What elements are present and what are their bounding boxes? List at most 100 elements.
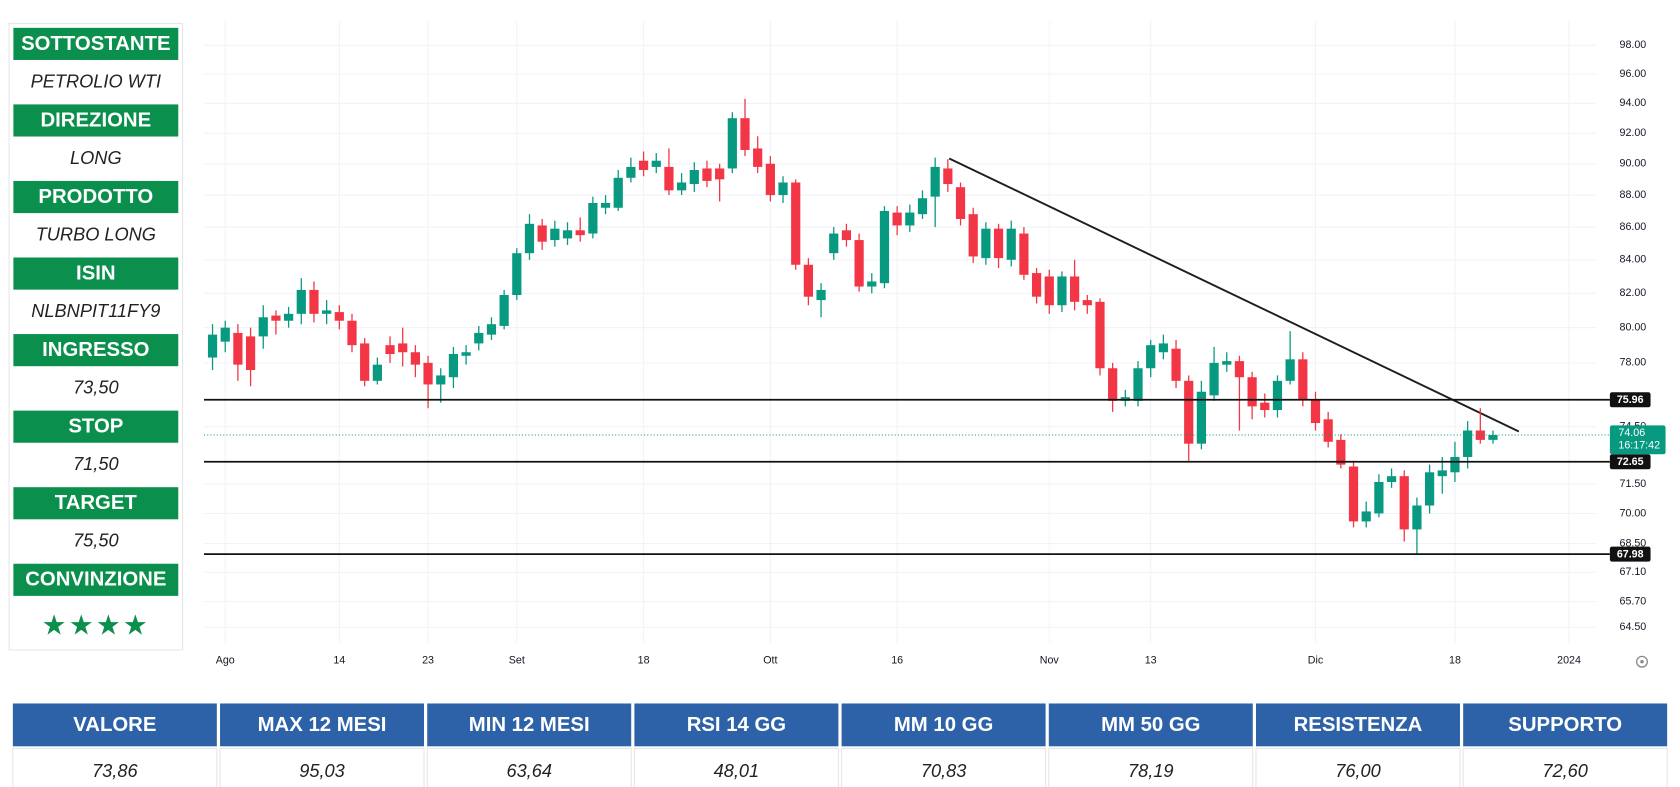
y-tick-label: 90.00 [1620, 158, 1647, 170]
panel-stars: ★★★★ [42, 609, 150, 640]
table-header: RESISTENZA [1294, 714, 1423, 736]
price-line-label-box [1609, 454, 1651, 470]
table-value: 78,19 [1128, 761, 1174, 781]
table-header: MM 50 GG [1101, 714, 1200, 736]
candle-body [562, 230, 573, 239]
table-cell-box [12, 747, 218, 787]
candle-body [651, 160, 661, 167]
table-cell-box [1255, 747, 1461, 787]
candle-body [689, 170, 699, 185]
price-line-label: 67.98 [1617, 549, 1644, 561]
candle-body [1222, 361, 1232, 365]
candle-body [334, 312, 344, 321]
candle-body [943, 168, 953, 185]
candle-body [981, 228, 991, 259]
panel-value: 75,50 [73, 531, 119, 551]
candle-body [1057, 276, 1067, 306]
settings-icon[interactable] [1635, 655, 1648, 668]
candle-body [1196, 391, 1207, 444]
y-tick-label: 64.50 [1620, 621, 1647, 633]
candle-body [892, 212, 902, 226]
panel-header: INGRESSO [42, 339, 149, 361]
y-tick-label: 86.00 [1620, 221, 1647, 233]
candle-body [677, 182, 687, 191]
table-header-box [220, 703, 425, 747]
candle-body [474, 332, 484, 344]
panel-header-box [13, 104, 179, 137]
price-line-label-box [1609, 546, 1651, 562]
table-header-box [427, 703, 632, 747]
candle-body [284, 313, 294, 321]
candle-body [740, 118, 750, 150]
table-header-box [12, 703, 217, 747]
candle-body [1082, 300, 1092, 306]
candle-body [448, 353, 459, 378]
candle-body [1437, 470, 1447, 477]
candle-body [486, 324, 497, 335]
x-tick-label: Dic [1308, 654, 1324, 666]
candle-body [436, 375, 446, 385]
y-tick-label: 84.00 [1620, 254, 1647, 266]
candle-body [1171, 348, 1181, 381]
table-value: 48,01 [714, 761, 760, 781]
candle-body [930, 166, 940, 197]
price-line-label: 75.96 [1617, 394, 1644, 406]
y-tick-label: 80.00 [1620, 321, 1647, 333]
table-value: 72,60 [1542, 761, 1588, 781]
candle-body [715, 168, 725, 180]
candle-body [322, 310, 332, 314]
candle-body [638, 160, 649, 171]
panel-header: STOP [68, 416, 123, 438]
candle-body [233, 332, 243, 365]
price-line-label-box [1609, 392, 1651, 408]
panel-value: 73,50 [73, 377, 119, 397]
candle-body [1184, 380, 1194, 444]
x-tick-label: Set [509, 654, 525, 666]
candle-body [258, 317, 268, 337]
candle-body [1158, 343, 1168, 353]
panel-header: CONVINZIONE [25, 569, 166, 591]
candle-body [829, 233, 839, 254]
y-tick-label: 68.50 [1620, 537, 1647, 549]
y-tick-label: 96.00 [1620, 68, 1647, 80]
candle-body [1019, 233, 1029, 275]
x-tick-label: Ott [763, 654, 777, 666]
candle-body [1348, 466, 1359, 522]
table-header-box [1255, 703, 1460, 747]
panel-header-box [13, 487, 179, 520]
table-header-box [634, 703, 839, 747]
candle-body [727, 118, 737, 169]
candle-body [524, 223, 535, 254]
table-cell-box [219, 747, 425, 787]
trend-line [948, 157, 1520, 433]
candle-body [588, 202, 598, 234]
y-tick-label: 94.00 [1620, 97, 1647, 109]
panel-value: NLBNPIT11FY9 [31, 301, 160, 321]
candle-body [1450, 456, 1460, 473]
candle-body [1488, 434, 1498, 440]
y-tick-label: 98.00 [1620, 39, 1647, 51]
candle-body [664, 166, 674, 191]
settings-ring[interactable] [1635, 655, 1648, 668]
panel-header-box [13, 257, 179, 290]
candle-body [1285, 359, 1295, 381]
candle-body [1386, 476, 1397, 482]
x-tick-label: Nov [1040, 654, 1060, 666]
table-header-box [1048, 703, 1253, 747]
candle-body [1031, 273, 1042, 297]
table-value: 70,83 [921, 761, 967, 781]
table-value: 73,86 [92, 761, 138, 781]
settings-dot[interactable] [1640, 660, 1644, 664]
candle-body [271, 315, 281, 321]
candle-body [499, 295, 509, 326]
candle-body [1361, 511, 1371, 522]
x-tick-label: 18 [638, 654, 650, 666]
panel-value: LONG [70, 148, 122, 168]
candle-body [1412, 505, 1422, 530]
candle-body [1095, 301, 1105, 369]
candle-body [600, 202, 611, 208]
candle-body [816, 289, 826, 301]
candle-body [1247, 377, 1257, 407]
candle-body [1336, 439, 1346, 465]
candle-body [955, 187, 966, 219]
